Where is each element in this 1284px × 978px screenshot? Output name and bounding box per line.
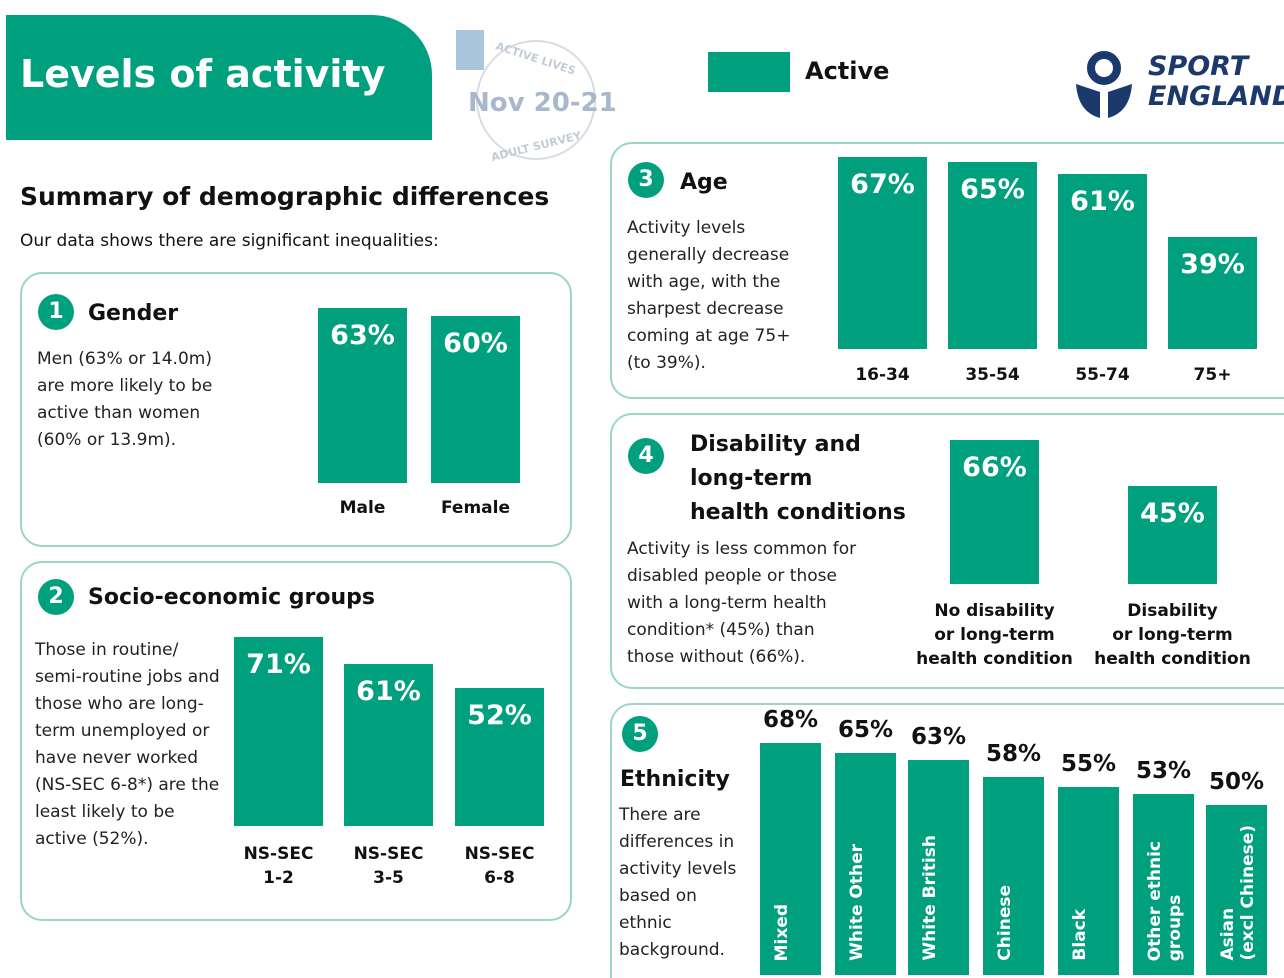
panel-title: Disability and long-term health conditio… (690, 432, 906, 525)
bar (455, 687, 544, 826)
category-label: NS-SEC 3-5 (353, 844, 424, 888)
panel-description: There are differences in activity levels… (619, 805, 737, 960)
badge-ring (476, 40, 596, 160)
category-label: NS-SEC 1-2 (243, 844, 314, 888)
logo-line1: SPORT (1148, 51, 1249, 82)
category-label: Chinese (995, 885, 1015, 961)
value-label: 63% (910, 724, 967, 751)
panel-title: Socio-economic groups (88, 585, 376, 610)
bar (1058, 787, 1119, 975)
category-label: 75+ (1193, 365, 1232, 385)
panel (20, 561, 572, 921)
panel-description: Those in routine/ semi-routine jobs and … (35, 640, 220, 849)
legend-swatch (708, 52, 790, 92)
bar (835, 753, 896, 975)
bar (318, 307, 407, 483)
panel-number: 2 (38, 579, 74, 615)
category-label: 55-74 (1075, 365, 1130, 385)
category-label: Female (441, 498, 510, 518)
category-label: White Other (847, 844, 867, 961)
header-title: Levels of activity (20, 52, 386, 96)
panel-title: Age (680, 170, 728, 195)
panel-number: 5 (622, 716, 658, 752)
value-label: 55% (1060, 751, 1117, 778)
panel-description: Activity is less common for disabled peo… (627, 539, 857, 667)
value-label: 63% (330, 319, 395, 351)
category-label: Other ethnic groups (1145, 840, 1185, 961)
value-label: 65% (837, 717, 894, 744)
logo-body (1076, 84, 1132, 118)
category-label: Asian (excl Chinese) (1218, 825, 1258, 961)
value-label: 67% (850, 168, 915, 200)
bar (1058, 173, 1147, 349)
panel (610, 413, 1284, 689)
logo-line2: ENGLAND (1148, 81, 1284, 112)
value-label: 53% (1135, 758, 1192, 785)
value-label: 52% (467, 699, 532, 731)
bar (948, 162, 1037, 349)
bar (1128, 485, 1217, 584)
bar (431, 316, 520, 483)
category-label: Mixed (772, 903, 792, 961)
bar (950, 440, 1039, 584)
panel-description: Activity levels generally decrease with … (627, 218, 791, 373)
legend-label: Active (805, 57, 890, 85)
bar (234, 637, 323, 826)
bar (1133, 794, 1194, 975)
panel (20, 272, 572, 547)
panel (610, 142, 1284, 399)
value-label: 58% (985, 741, 1042, 768)
panel-number: 1 (38, 294, 74, 330)
header-banner (6, 15, 432, 140)
category-label: Black (1070, 909, 1090, 961)
value-label: 39% (1180, 249, 1245, 281)
category-label: 35-54 (965, 365, 1020, 385)
summary-title: Summary of demographic differences (20, 182, 550, 211)
panel (610, 703, 1284, 978)
category-label: White British (920, 835, 940, 961)
logo-head (1087, 51, 1121, 85)
value-label: 68% (762, 707, 819, 734)
summary-intro: Our data shows there are significant ine… (20, 231, 439, 251)
panel-title: Ethnicity (620, 767, 730, 792)
category-label: 16-34 (855, 365, 910, 385)
category-label: Disability or long-term health condition (1094, 601, 1251, 669)
value-label: 60% (443, 328, 508, 360)
bar (908, 760, 969, 975)
bar (1168, 237, 1257, 349)
value-label: 61% (1070, 185, 1135, 217)
bar (983, 777, 1044, 975)
bar (1206, 804, 1267, 975)
bar (838, 156, 927, 349)
badge-date: Nov 20-21 (468, 88, 617, 118)
bar (760, 743, 821, 975)
category-label: NS-SEC 6-8 (464, 844, 535, 888)
logo-icon (1076, 51, 1132, 118)
value-label: 71% (246, 649, 311, 681)
panel-title: Gender (88, 301, 179, 326)
value-label: 65% (960, 174, 1025, 206)
panel-description: Men (63% or 14.0m) are more likely to be… (37, 349, 213, 450)
badge-block (456, 30, 484, 70)
value-label: 66% (962, 452, 1027, 484)
category-label: No disability or long-term health condit… (916, 601, 1073, 669)
category-label: Male (339, 498, 386, 518)
value-label: 61% (356, 675, 421, 707)
value-label: 45% (1140, 497, 1205, 529)
bar (344, 663, 433, 826)
value-label: 50% (1208, 768, 1265, 795)
panel-number: 4 (628, 438, 664, 474)
panel-number: 3 (628, 162, 664, 198)
